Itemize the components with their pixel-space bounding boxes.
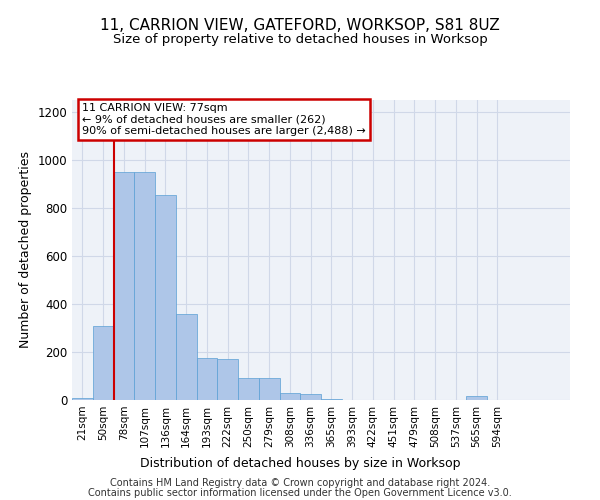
Text: 11 CARRION VIEW: 77sqm
← 9% of detached houses are smaller (262)
90% of semi-det: 11 CARRION VIEW: 77sqm ← 9% of detached … [82, 103, 366, 136]
Text: 11, CARRION VIEW, GATEFORD, WORKSOP, S81 8UZ: 11, CARRION VIEW, GATEFORD, WORKSOP, S81… [100, 18, 500, 32]
Bar [155, 195, 176, 400]
Text: Contains public sector information licensed under the Open Government Licence v3: Contains public sector information licen… [88, 488, 512, 498]
Bar [280, 393, 300, 400]
Bar [113, 172, 134, 400]
Y-axis label: Number of detached properties: Number of detached properties [19, 152, 32, 348]
Text: Contains HM Land Registry data © Crown copyright and database right 2024.: Contains HM Land Registry data © Crown c… [110, 478, 490, 488]
Bar [217, 359, 238, 400]
Bar [238, 378, 259, 400]
Text: Size of property relative to detached houses in Worksop: Size of property relative to detached ho… [113, 32, 487, 46]
Bar [72, 398, 93, 400]
Bar [197, 358, 217, 400]
Bar [176, 314, 197, 400]
Bar [93, 326, 113, 400]
Bar [321, 399, 342, 400]
Text: Distribution of detached houses by size in Worksop: Distribution of detached houses by size … [140, 458, 460, 470]
Bar [466, 396, 487, 400]
Bar [300, 394, 321, 400]
Bar [259, 378, 280, 400]
Bar [134, 172, 155, 400]
